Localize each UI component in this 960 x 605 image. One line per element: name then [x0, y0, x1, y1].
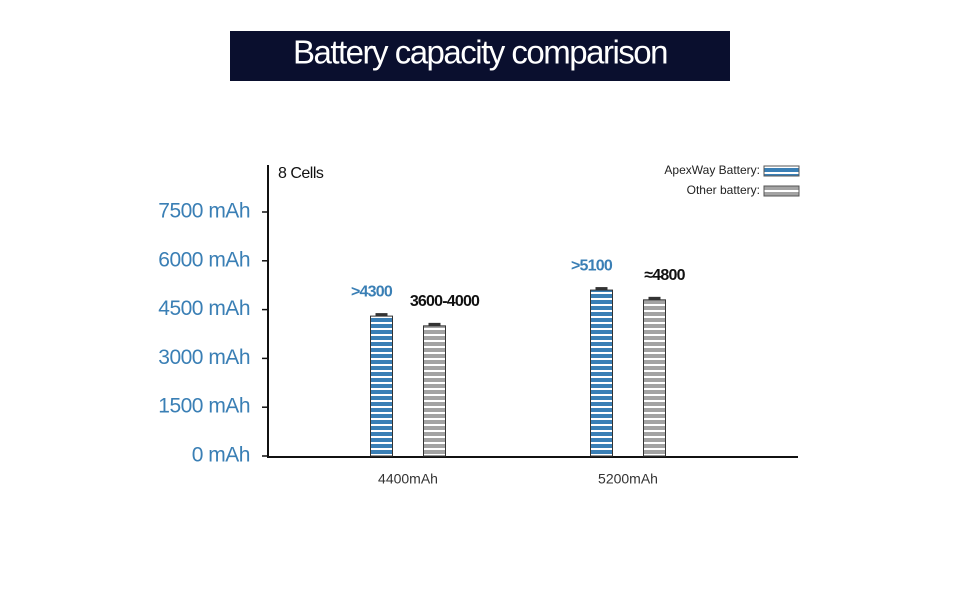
bar	[370, 315, 393, 457]
bar	[590, 289, 613, 457]
bar-cap	[428, 322, 441, 326]
bar	[423, 325, 446, 457]
y-tick-label: 0 mAh	[192, 444, 250, 467]
y-tick-label: 4500 mAh	[158, 297, 250, 320]
bar	[643, 299, 666, 457]
value-label: >5100	[571, 257, 613, 274]
value-label: >4300	[351, 283, 393, 300]
y-tick-label: 7500 mAh	[158, 200, 250, 223]
value-label: ≈4800	[644, 267, 685, 284]
x-tick-label: 5200mAh	[598, 471, 658, 487]
bar-cap	[375, 313, 388, 317]
bar-cap	[648, 296, 661, 300]
legend-swatch	[763, 165, 800, 177]
legend-label: Other battery:	[687, 183, 760, 197]
annotation: 8 Cells	[278, 165, 324, 182]
legend-label: ApexWay Battery:	[664, 163, 760, 177]
legend-swatch	[763, 185, 800, 197]
y-tick-label: 3000 mAh	[158, 346, 250, 369]
bar-cap	[595, 287, 608, 291]
y-tick-label: 1500 mAh	[158, 395, 250, 418]
x-tick-label: 4400mAh	[378, 471, 438, 487]
y-tick-label: 6000 mAh	[158, 248, 250, 271]
value-label: 3600-4000	[410, 293, 480, 310]
chart-title: Battery capacity comparison	[293, 34, 667, 71]
title-box	[230, 31, 730, 81]
